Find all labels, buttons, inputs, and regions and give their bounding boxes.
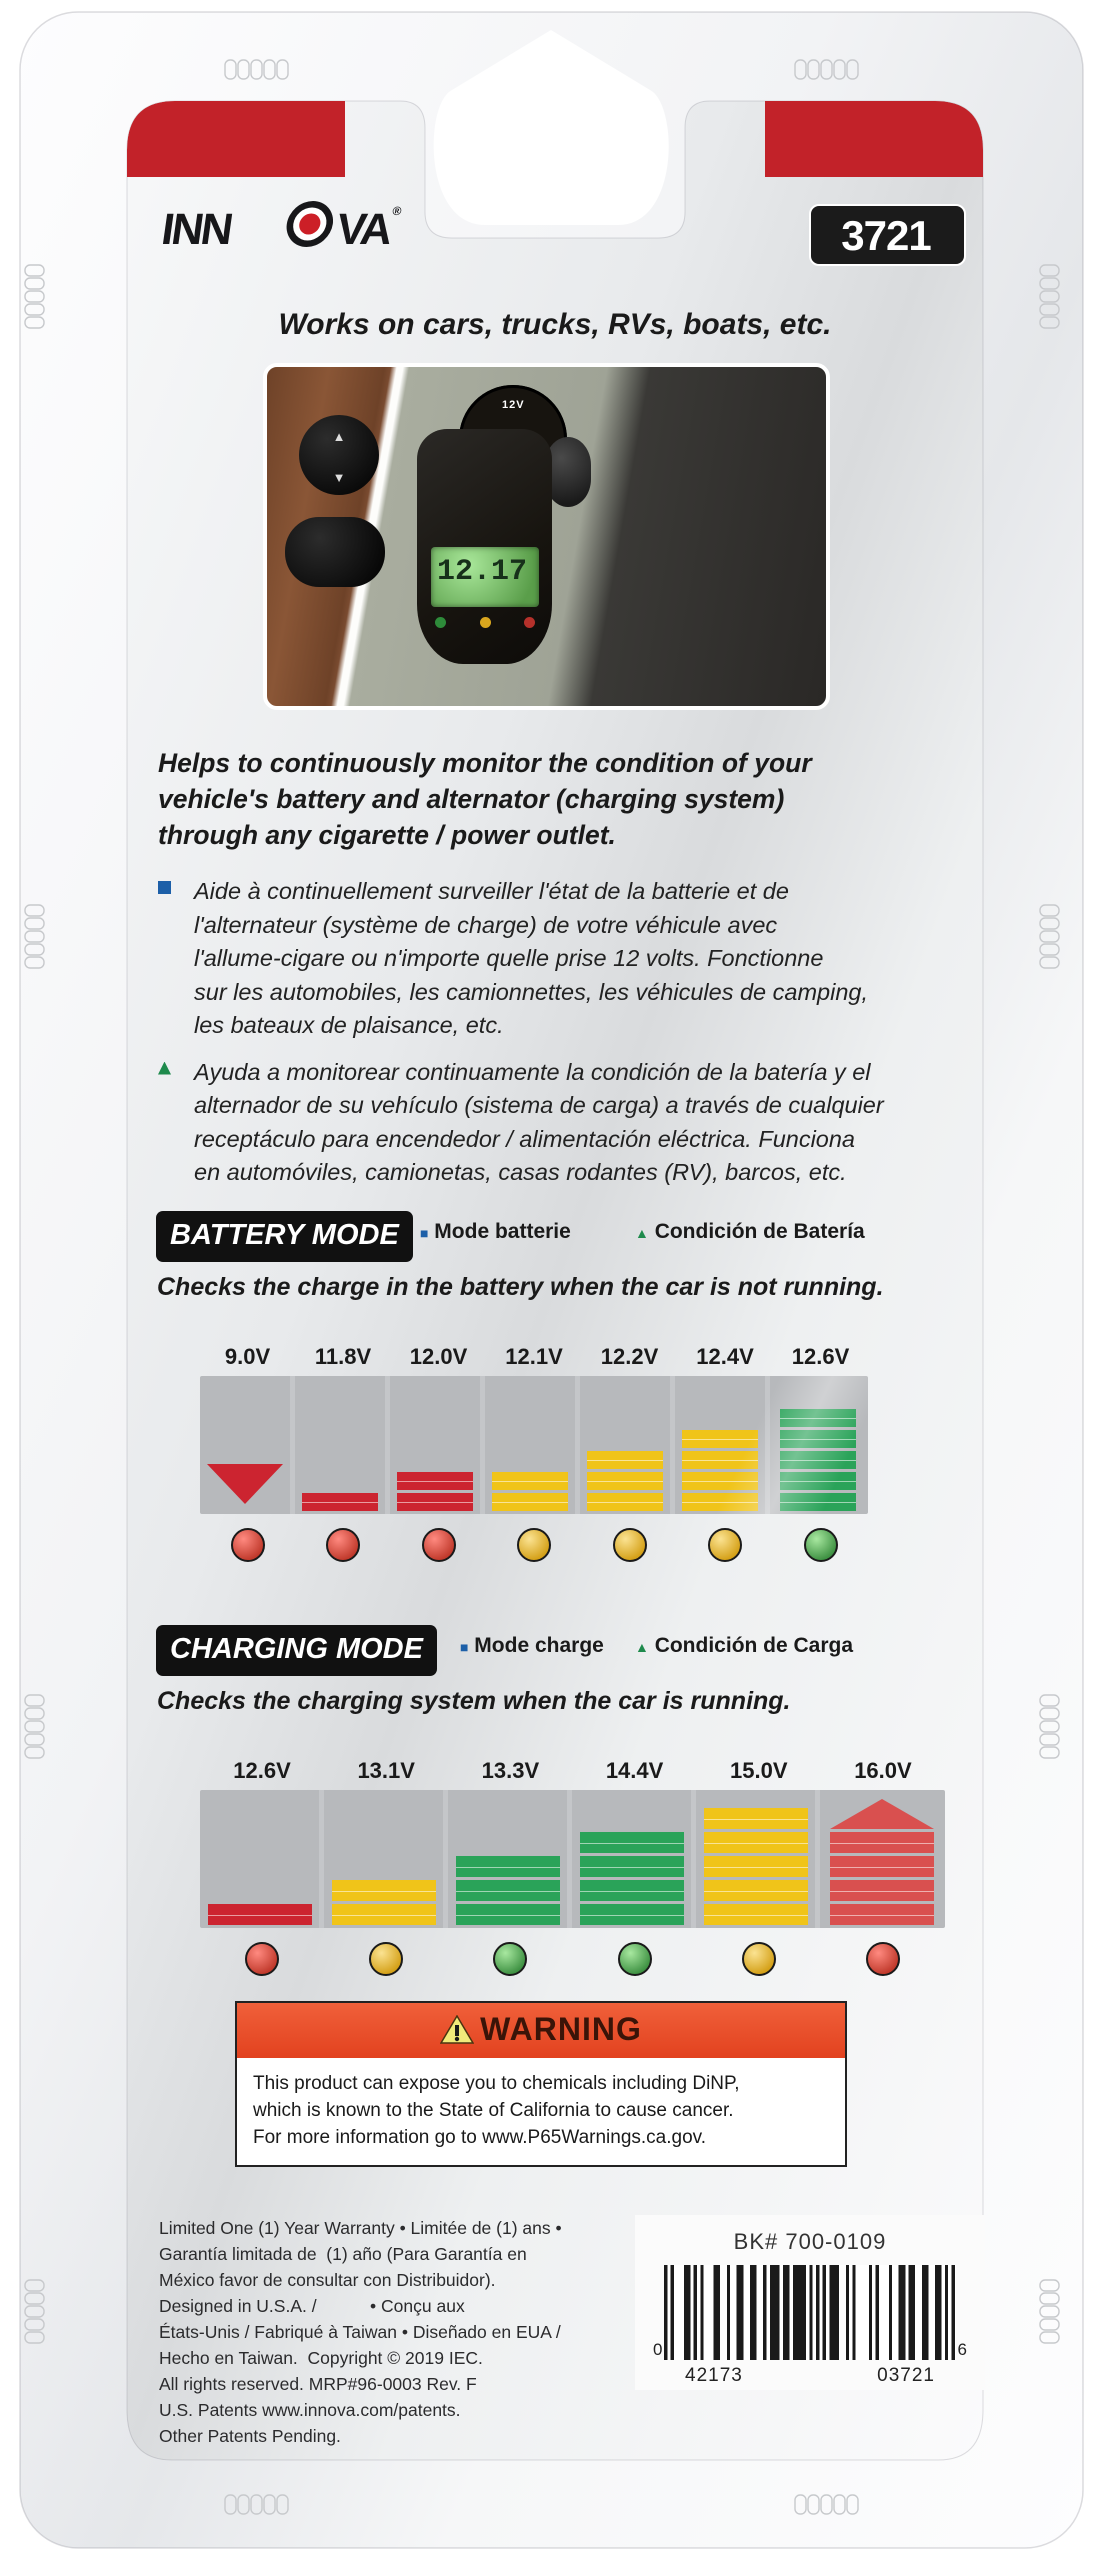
svg-text:INN: INN: [159, 205, 234, 254]
svg-text:3721: 3721: [841, 212, 931, 259]
svg-text:VA: VA: [334, 205, 395, 254]
